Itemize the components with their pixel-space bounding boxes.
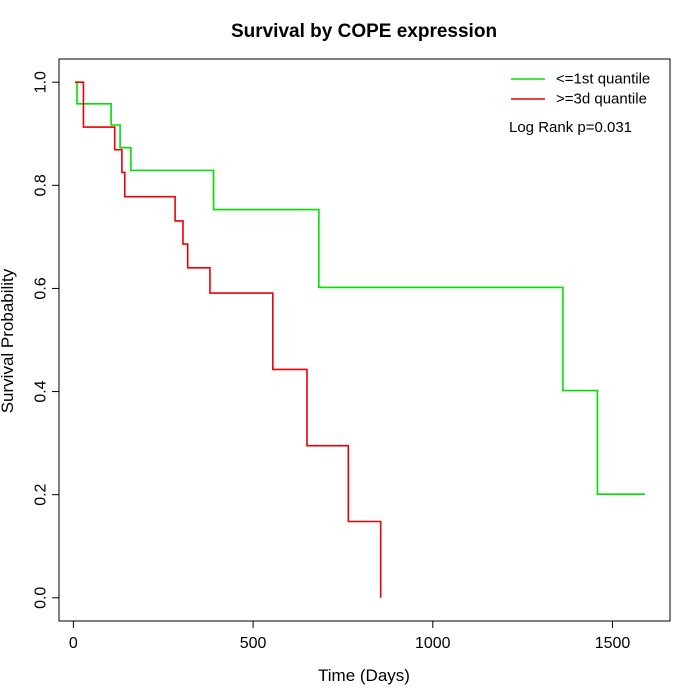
x-tick-label: 1000 bbox=[415, 635, 451, 652]
x-axis-label: Time (Days) bbox=[318, 666, 410, 685]
plot-frame bbox=[58, 58, 671, 622]
series-layer bbox=[75, 81, 645, 598]
y-tick-label: 0.8 bbox=[33, 174, 50, 196]
x-tick-label: 0 bbox=[69, 635, 78, 652]
y-tick-label: 0.4 bbox=[33, 380, 50, 402]
y-axis-label: Survival Probability bbox=[0, 268, 17, 413]
y-axis: 0.0 0.2 0.4 0.6 0.8 1.0 bbox=[33, 71, 60, 609]
x-axis: 0 500 1000 1500 bbox=[69, 620, 631, 652]
legend: <=1st quantile >=3d quantile bbox=[511, 71, 650, 108]
legend-label: <=1st quantile bbox=[556, 71, 650, 88]
y-tick-label: 0.2 bbox=[33, 483, 50, 505]
y-tick-label: 1.0 bbox=[33, 71, 50, 93]
y-tick-label: 0.0 bbox=[33, 587, 50, 609]
survival-curve-high bbox=[75, 81, 382, 598]
survival-curve-low bbox=[75, 81, 645, 495]
x-tick-label: 500 bbox=[240, 635, 267, 652]
x-tick-label: 1500 bbox=[595, 635, 631, 652]
chart-title: Survival by COPE expression bbox=[231, 21, 497, 42]
log-rank-annotation: Log Rank p=0.031 bbox=[509, 119, 632, 136]
y-tick-label: 0.6 bbox=[33, 277, 50, 299]
legend-label: >=3d quantile bbox=[556, 91, 647, 108]
